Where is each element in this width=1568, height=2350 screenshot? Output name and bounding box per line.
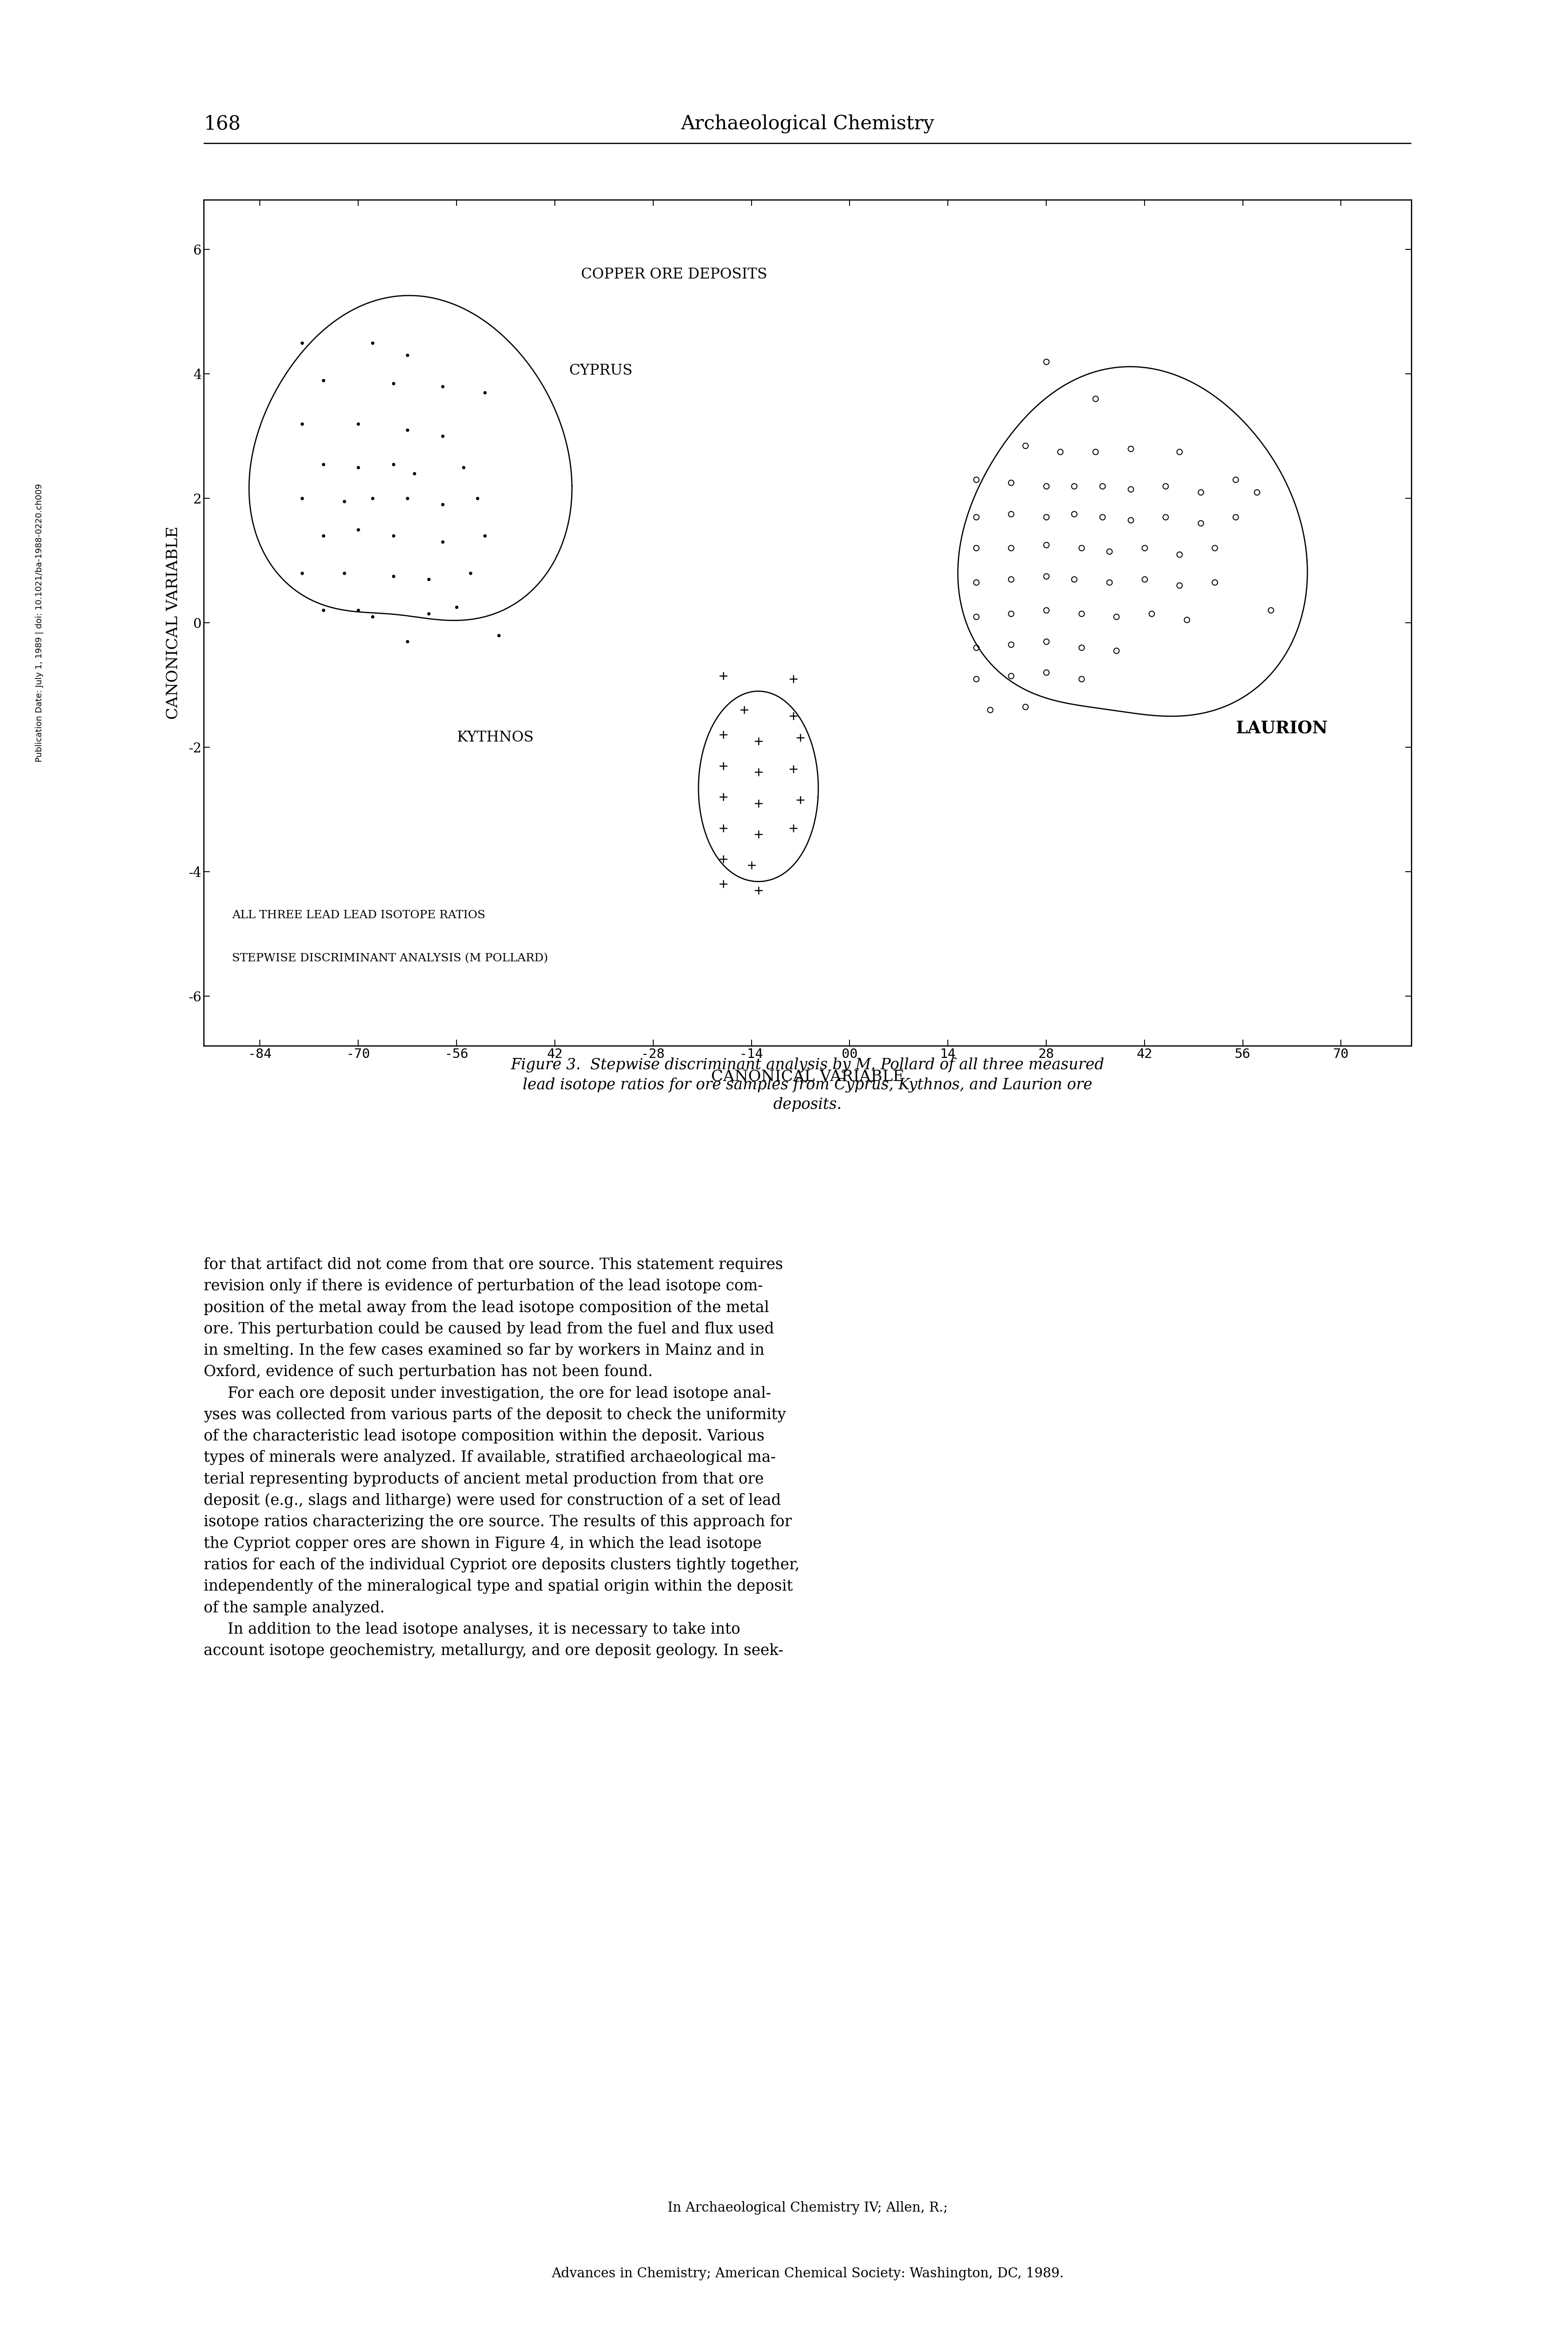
Text: COPPER ORE DEPOSITS: COPPER ORE DEPOSITS	[582, 268, 767, 282]
Text: CYPRUS: CYPRUS	[569, 364, 632, 378]
Text: STEPWISE DISCRIMINANT ANALYSIS (M POLLARD): STEPWISE DISCRIMINANT ANALYSIS (M POLLAR…	[232, 954, 549, 964]
Text: Advances in Chemistry; American Chemical Society: Washington, DC, 1989.: Advances in Chemistry; American Chemical…	[552, 2268, 1063, 2280]
X-axis label: CANONICAL VARIABLE: CANONICAL VARIABLE	[710, 1069, 905, 1083]
Text: KYTHNOS: KYTHNOS	[456, 731, 533, 745]
Text: for that artifact did not come from that ore source. This statement requires
rev: for that artifact did not come from that…	[204, 1257, 800, 1659]
Text: ALL THREE LEAD LEAD ISOTOPE RATIOS: ALL THREE LEAD LEAD ISOTOPE RATIOS	[232, 909, 485, 921]
Text: 168: 168	[204, 115, 241, 134]
Text: Figure 3.  Stepwise discriminant analysis by M. Pollard of all three measured
le: Figure 3. Stepwise discriminant analysis…	[511, 1058, 1104, 1112]
Text: Archaeological Chemistry: Archaeological Chemistry	[681, 115, 935, 134]
Text: Publication Date: July 1, 1989 | doi: 10.1021/ba-1988-0220.ch009: Publication Date: July 1, 1989 | doi: 10…	[34, 484, 44, 761]
Text: LAURION: LAURION	[1236, 719, 1328, 738]
Text: In Archaeological Chemistry IV; Allen, R.;: In Archaeological Chemistry IV; Allen, R…	[668, 2202, 947, 2214]
Y-axis label: CANONICAL VARIABLE: CANONICAL VARIABLE	[166, 526, 180, 719]
